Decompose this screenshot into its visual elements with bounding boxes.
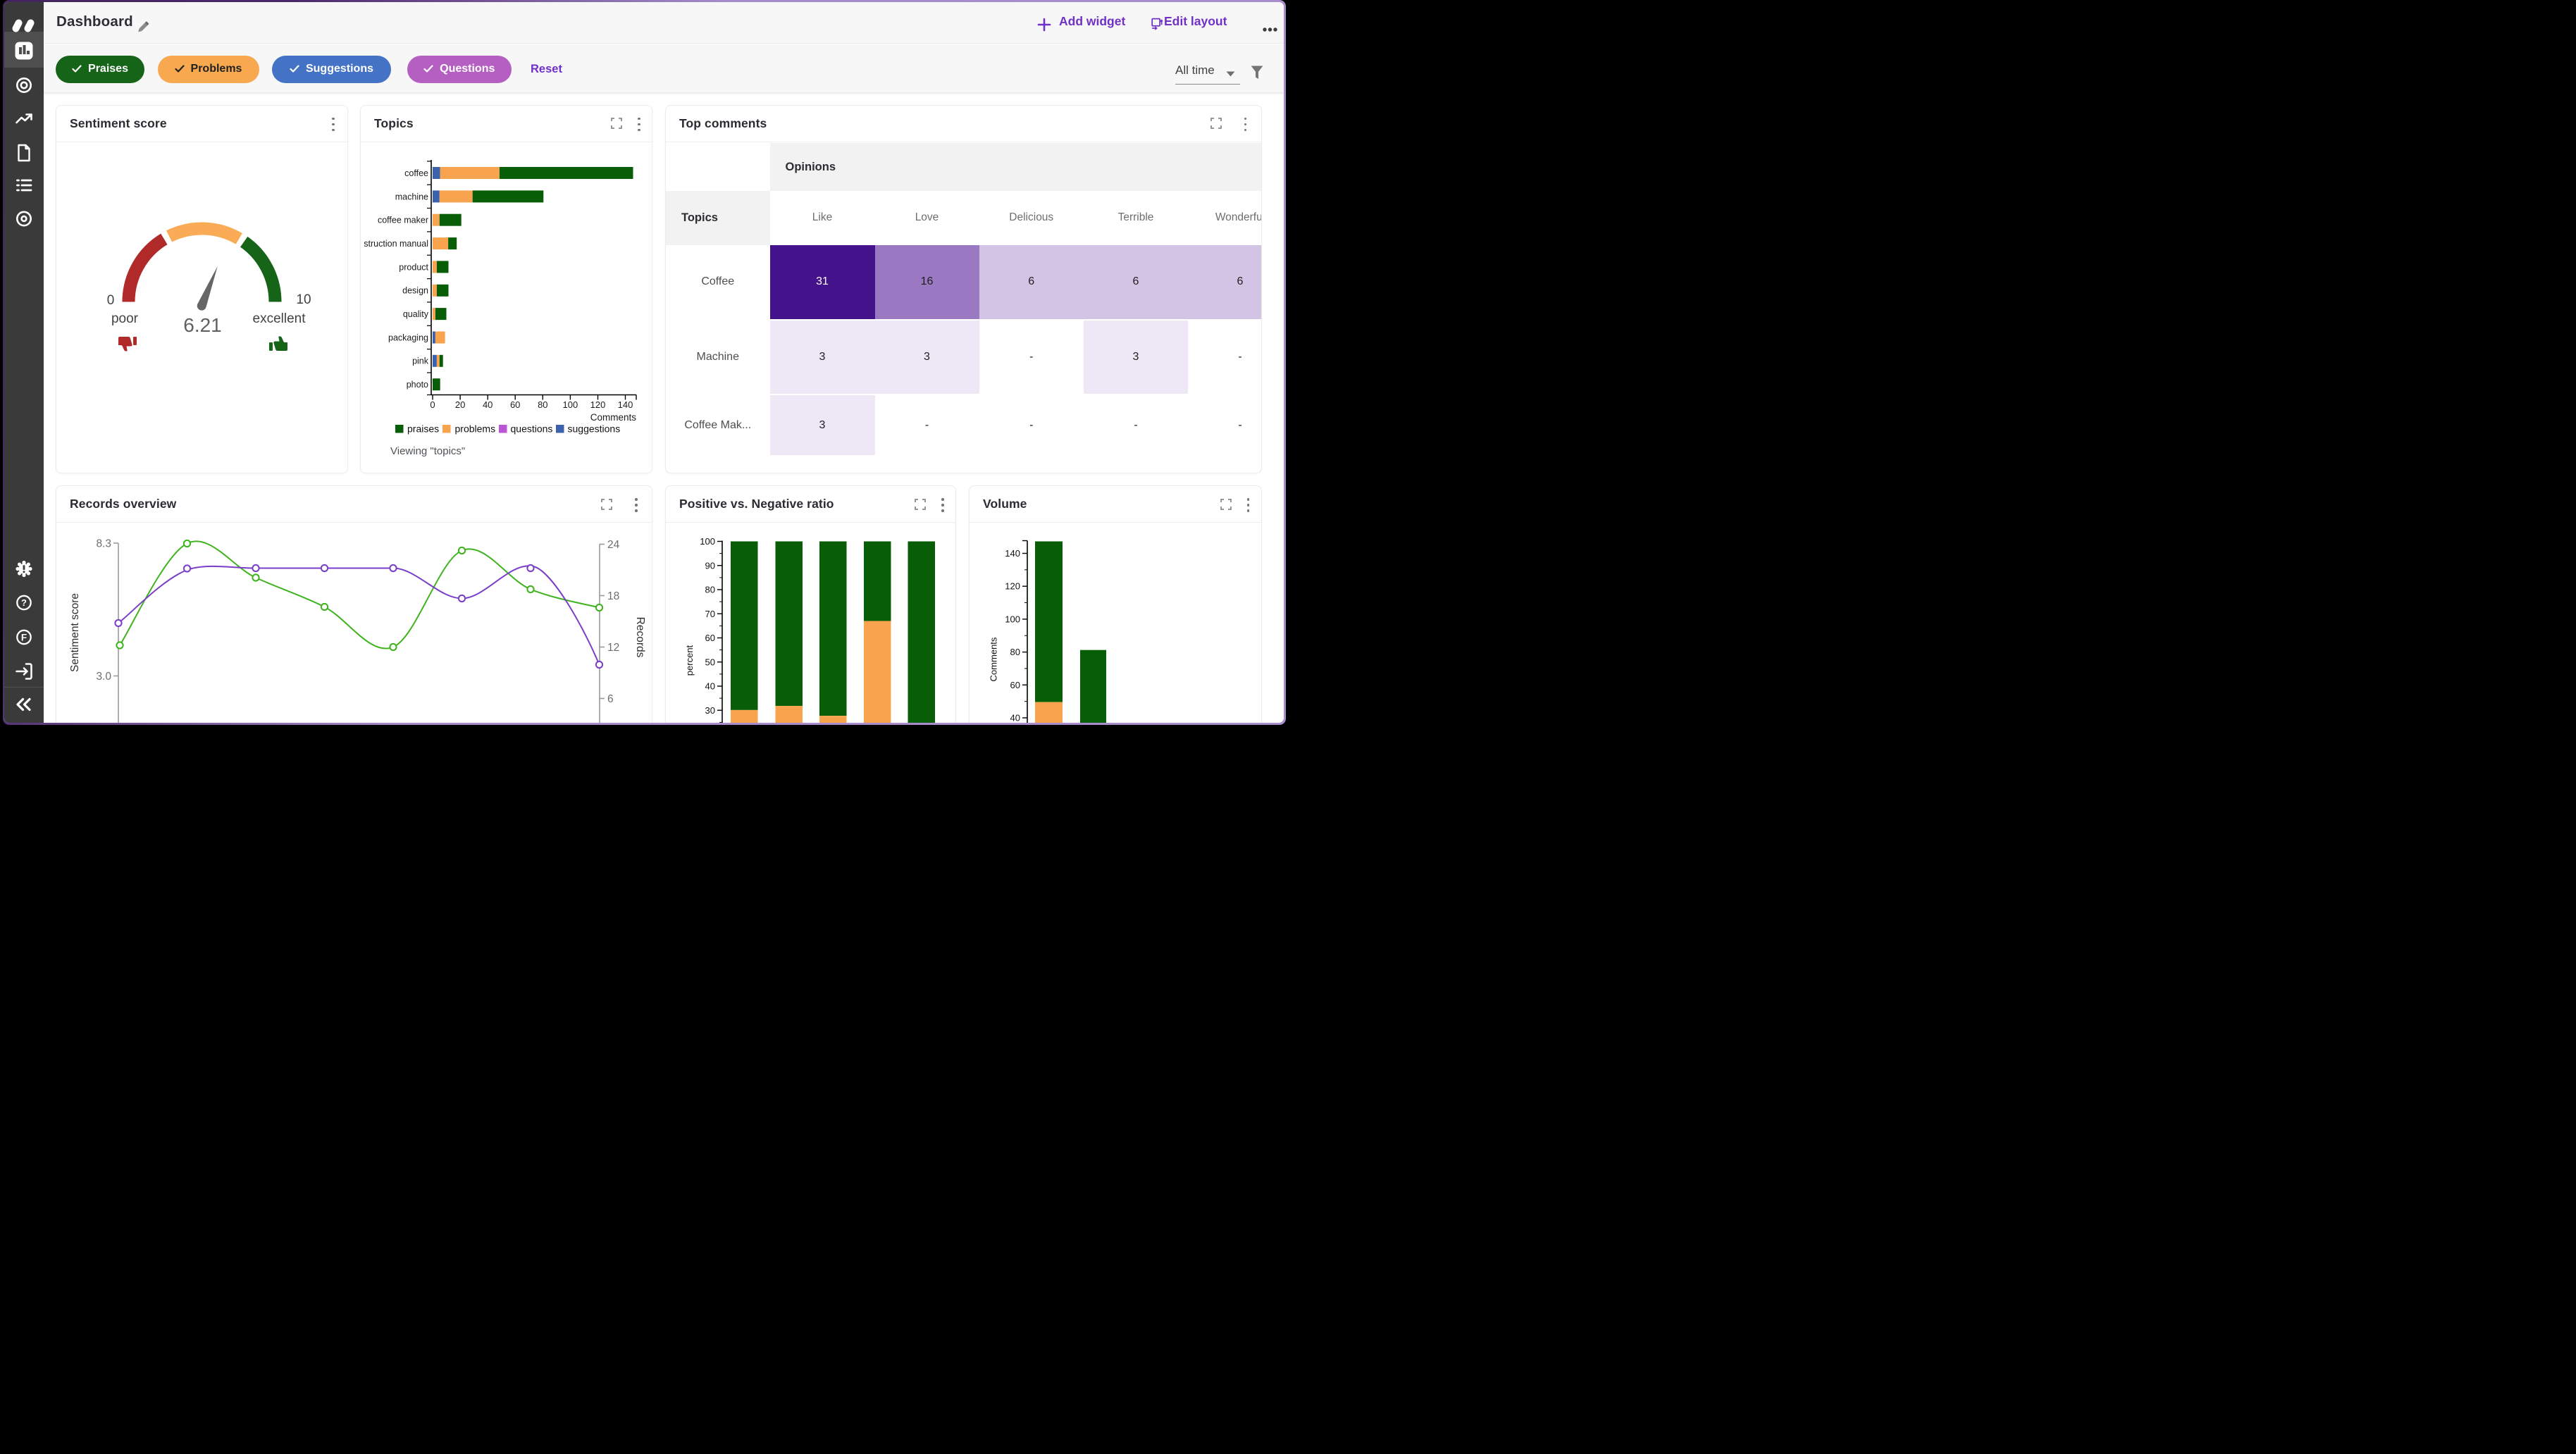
svg-text:photo: photo [407,380,428,390]
svg-text:70: 70 [705,609,715,619]
svg-text:packaging: packaging [388,333,428,342]
svg-text:Viewing "topics": Viewing "topics" [390,445,465,457]
svg-text:Records: Records [634,617,646,658]
svg-text:120: 120 [590,399,606,410]
svg-text:90: 90 [705,560,715,571]
svg-text:struction manual: struction manual [364,239,428,249]
svg-text:product: product [399,262,428,272]
svg-text:40: 40 [483,399,493,410]
svg-text:120: 120 [1005,581,1020,592]
svg-text:3.0: 3.0 [96,671,111,683]
svg-text:80: 80 [538,399,547,410]
svg-text:?: ? [21,597,27,608]
svg-text:coffee: coffee [404,168,428,178]
svg-text:excellent: excellent [253,311,306,326]
svg-text:60: 60 [1010,680,1020,690]
svg-text:60: 60 [705,633,715,643]
svg-text:Comments: Comments [590,412,637,423]
svg-text:questions: questions [511,423,553,434]
svg-text:0: 0 [430,399,435,410]
svg-text:Sentiment score: Sentiment score [69,593,81,672]
svg-text:12: 12 [607,642,619,654]
svg-text:40: 40 [705,681,715,692]
svg-text:percent: percent [684,645,695,676]
svg-text:24: 24 [607,539,620,551]
svg-text:60: 60 [510,399,520,410]
svg-text:80: 80 [1010,647,1020,657]
svg-text:machine: machine [395,192,428,201]
svg-text:80: 80 [705,585,715,595]
svg-text:pink: pink [412,356,429,366]
svg-text:18: 18 [607,590,619,602]
svg-text:50: 50 [705,657,715,667]
svg-text:10: 10 [296,292,311,307]
svg-text:design: design [402,285,428,295]
svg-text:30: 30 [705,705,715,716]
svg-text:100: 100 [700,536,715,547]
svg-text:Comments: Comments [989,637,999,681]
svg-text:100: 100 [563,399,578,410]
svg-text:6.21: 6.21 [183,314,222,336]
svg-text:100: 100 [1005,614,1020,624]
svg-text:praises: praises [407,423,439,434]
svg-text:F: F [21,632,27,642]
svg-text:0: 0 [107,293,115,308]
svg-text:20: 20 [455,399,465,410]
svg-text:poor: poor [111,311,139,326]
svg-text:quality: quality [403,309,429,319]
svg-text:6: 6 [607,693,614,705]
svg-text:140: 140 [1005,548,1020,559]
svg-text:coffee maker: coffee maker [378,215,428,225]
svg-text:8.3: 8.3 [96,538,111,550]
svg-text:suggestions: suggestions [568,423,621,434]
svg-text:40: 40 [1010,713,1020,723]
svg-text:problems: problems [455,423,496,434]
svg-text:140: 140 [618,399,633,410]
